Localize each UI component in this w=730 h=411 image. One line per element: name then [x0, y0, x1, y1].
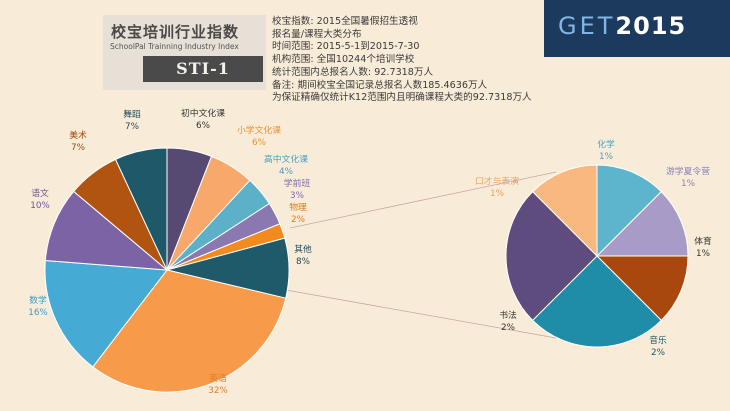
info-line: 统计范围内总报名人数: 92.7318万人 [272, 66, 434, 78]
sub-pie-slice-3 [531, 255, 663, 348]
main-pie-slice-7 [44, 259, 168, 368]
main-pie-value-1: 6% [252, 138, 266, 148]
main-pie-value-7: 16% [28, 308, 48, 318]
sub-pie-label-2: 体育 [694, 235, 712, 247]
main-pie-slice-10 [114, 147, 168, 271]
info-line: 为保证精确仅统计K12范围内且明确课程大类的92.7318万人 [272, 92, 532, 104]
sub-pie-slice-1 [595, 190, 689, 257]
main-pie-value-6: 32% [208, 386, 228, 396]
main-pie-value-8: 10% [30, 201, 50, 211]
main-pie-value-2: 4% [279, 167, 293, 177]
logo-subtitle: SchoolPal Trainning Industry Index [110, 42, 239, 51]
main-pie-slice-6 [92, 269, 287, 393]
sub-pie-slice-4 [505, 190, 598, 322]
logo-code: STI-1 [176, 59, 230, 78]
main-pie-label-5: 其他 [294, 243, 312, 255]
info-line: 报名量/课程大类分布 [272, 28, 362, 40]
main-pie-label-7: 数学 [29, 294, 47, 306]
info-panel: 校宝指数: 2015全国暑假招生透视 报名量/课程大类分布 时间范围: 2015… [272, 16, 532, 105]
main-pie-value-5: 8% [296, 257, 310, 267]
connector-line-top [289, 171, 557, 229]
sub-pie-label-0: 化学 [597, 138, 615, 150]
sub-pie-value-2: 1% [696, 249, 710, 259]
main-pie-label-9: 美术 [69, 129, 87, 141]
sub-pie-slice-5 [531, 164, 598, 258]
sub-pie-label-3: 音乐 [649, 334, 667, 346]
sub-pie-value-5: 1% [490, 189, 504, 199]
sti-logo: 校宝培训行业指数 SchoolPal Trainning Industry In… [103, 15, 266, 90]
main-pie-label-3: 学前班 [284, 177, 311, 189]
sub-pie-label-1: 游学夏令营 [666, 165, 710, 177]
sub-pie-label-5: 口才与表演 [475, 175, 519, 187]
sub-pie-label-4: 书法 [499, 309, 517, 321]
main-pie-slice-8 [44, 190, 169, 271]
main-pie-label-1: 小学文化课 [237, 124, 281, 136]
logo-title: 校宝培训行业指数 [111, 23, 240, 41]
sub-pie-slice-0 [596, 164, 663, 258]
sub-pie-value-3: 2% [651, 348, 665, 358]
sub-pie-slice-2 [595, 255, 689, 322]
sub-pie-value-1: 1% [681, 179, 695, 189]
main-pie-value-4: 2% [291, 215, 305, 225]
main-pie-value-10: 7% [125, 122, 139, 132]
get-letters: GET [558, 12, 616, 40]
main-pie-label-10: 舞蹈 [123, 109, 141, 120]
connector-line-bottom [285, 289, 557, 339]
info-line: 机构范围: 全国10244个培训学校 [272, 54, 415, 66]
get-year: 2015 [615, 12, 687, 40]
logo-code-bar: STI-1 [143, 56, 263, 82]
main-pie-value-3: 3% [290, 191, 304, 201]
info-line: 备注: 期间校宝全国记录总报名人数185.4636万人 [272, 79, 488, 91]
main-pie-label-2: 高中文化课 [264, 153, 308, 165]
info-line: 时间范围: 2015-5-1到2015-7-30 [272, 41, 420, 53]
main-pie-value-0: 6% [196, 121, 210, 131]
sub-pie-value-4: 2% [501, 323, 515, 333]
main-pie-label-4: 物理 [289, 201, 307, 213]
main-pie-label-8: 语文 [31, 187, 49, 199]
main-pie-label-6: 英语 [209, 372, 227, 384]
get2015-banner: GET2015 [544, 0, 730, 57]
get2015-logo: GET2015 [558, 12, 686, 40]
main-pie-label-0: 初中文化课 [181, 107, 225, 119]
main-pie-value-9: 7% [71, 143, 85, 153]
sub-pie-value-0: 1% [599, 152, 613, 162]
info-line: 校宝指数: 2015全国暑假招生透视 [272, 16, 418, 27]
